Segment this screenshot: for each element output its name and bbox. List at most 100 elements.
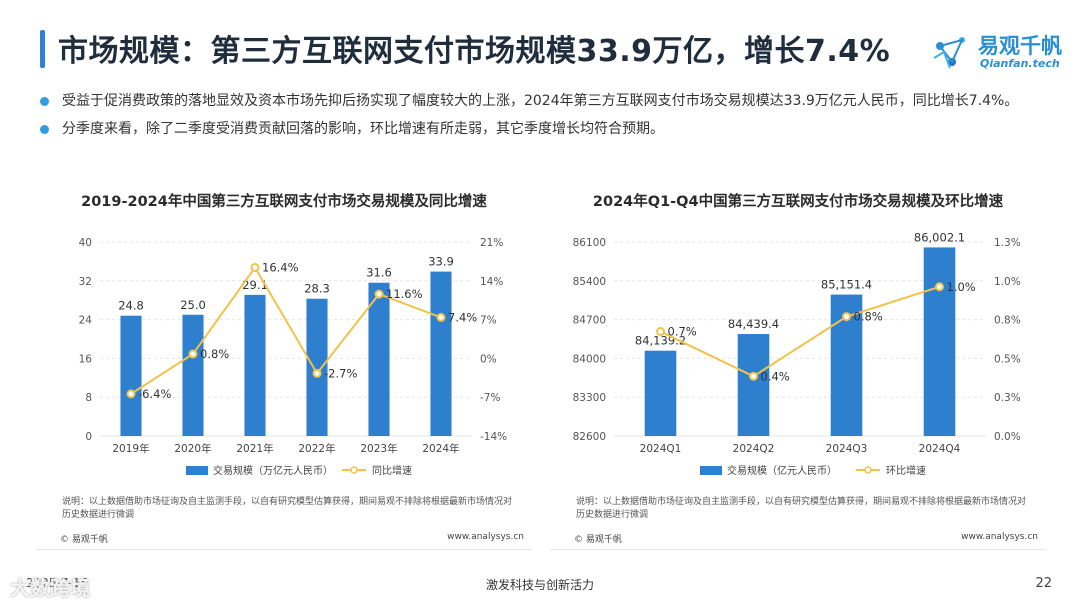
- page-number: 22: [1035, 576, 1052, 591]
- x-tick-label: 2020年: [174, 442, 211, 455]
- bar: [737, 334, 770, 436]
- growth-point: [436, 312, 446, 322]
- bar-value-label: 28.3: [304, 282, 330, 296]
- footer-date: 2025-7-15: [26, 576, 89, 590]
- x-tick-label: 2024Q3: [826, 443, 868, 455]
- logo-subtitle: Qianfan.tech: [980, 57, 1060, 70]
- bullet-text: 受益于促消费政策的落地显效及资本市场先抑后扬实现了幅度较大的上涨，2024年第三…: [62, 93, 1019, 109]
- y-tick-right: 0.0%: [994, 431, 1021, 443]
- bullet-dot-icon: [40, 125, 49, 134]
- legend-line-label: 同比增速: [372, 464, 412, 477]
- data-note: 说明：以上数据借助市场征询及自主监测手段，以自有研究模型估算获得，期间易观不排除…: [576, 497, 1027, 520]
- x-tick-label: 2024Q4: [919, 443, 961, 455]
- growth-point: [656, 327, 665, 337]
- y-tick-left: 85400: [573, 276, 606, 288]
- website-link[interactable]: www.analysys.cn: [961, 532, 1038, 542]
- growth-value-label: 11.6%: [386, 287, 423, 301]
- y-tick-right: 21%: [480, 237, 503, 249]
- y-tick-right: -14%: [480, 431, 507, 443]
- annual-chart: 0 -14% 8 -7% 16 0% 24 7% 32 14% 40 21% 24.8 2019年 25.0…: [79, 237, 508, 477]
- growth-point: [312, 368, 322, 378]
- bar-value-label: 31.6: [366, 266, 392, 280]
- x-tick-label: 2019年: [112, 442, 149, 455]
- bar-value-label: 84,439.4: [728, 317, 779, 331]
- bar-value-label: 86,002.1: [914, 230, 965, 244]
- growth-line: [130, 265, 442, 395]
- growth-point: [935, 282, 944, 292]
- y-tick-left: 83300: [573, 392, 606, 404]
- y-tick-left: 8: [85, 392, 92, 404]
- y-tick-left: 86100: [573, 237, 606, 249]
- summary-bullet: 受益于促消费政策的落地显效及资本市场先抑后扬实现了幅度较大的上涨，2024年第三…: [38, 88, 1048, 114]
- title-accent-bar: [40, 30, 45, 68]
- growth-point: [749, 371, 758, 381]
- bar: [244, 294, 266, 436]
- watermark: 大数跨境: [10, 576, 90, 600]
- growth-value-label: 7.4%: [448, 310, 477, 324]
- bar-value-label: 29.1: [242, 278, 268, 292]
- y-tick-right: 7%: [480, 315, 497, 327]
- growth-value-label: 1.0%: [947, 280, 976, 294]
- growth-point: [126, 389, 136, 399]
- summary-bullets: 受益于促消费政策的落地显效及资本市场先抑后扬实现了幅度较大的上涨，2024年第三…: [38, 88, 1048, 144]
- y-tick-left: 84700: [573, 315, 606, 327]
- brand-logo: 易观千帆 Qianfan.tech: [930, 30, 1075, 74]
- bullet-dot-icon: [40, 97, 49, 106]
- y-tick-right: 1.3%: [994, 237, 1021, 249]
- logo-mark-icon: [933, 37, 965, 69]
- y-tick-right: 14%: [480, 276, 503, 288]
- growth-point: [250, 262, 260, 272]
- y-tick-left: 84000: [573, 353, 606, 365]
- x-tick-label: 2023年: [360, 442, 397, 455]
- page-title: 市场规模：第三方互联网支付市场规模33.9万亿，增长7.4%: [58, 34, 891, 69]
- footer-slogan: 激发科技与创新活力: [485, 578, 594, 592]
- bar: [430, 271, 452, 436]
- x-tick-label: 2024Q1: [640, 443, 682, 455]
- website-link[interactable]: www.analysys.cn: [447, 532, 524, 542]
- legend-bar-swatch: [700, 466, 722, 475]
- chart-title: 2024年Q1-Q4中国第三方互联网支付市场交易规模及环比增速: [592, 194, 1004, 210]
- legend-line-marker: [350, 466, 358, 474]
- bar-value-label: 24.8: [118, 299, 144, 313]
- y-tick-left: 40: [79, 237, 92, 249]
- bar: [644, 350, 677, 436]
- y-tick-left: 16: [79, 353, 93, 365]
- growth-value-label: 0.8%: [200, 347, 229, 361]
- y-tick-left: 82600: [573, 431, 606, 443]
- summary-bullet: 分季度来看，除了二季度受消费贡献回落的影响，环比增速有所走弱，其它季度增长均符合…: [38, 116, 1048, 142]
- y-tick-left: 32: [79, 276, 92, 288]
- bar: [306, 298, 328, 436]
- growth-value-label: -6.4%: [138, 387, 171, 401]
- growth-value-label: 16.4%: [262, 260, 299, 274]
- growth-value-label: 0.4%: [761, 369, 790, 383]
- data-note: 说明：以上数据借助市场征询及自主监测手段，以自有研究模型估算获得，期间易观不排除…: [62, 497, 513, 520]
- growth-point: [188, 349, 198, 359]
- y-tick-right: -7%: [480, 392, 500, 404]
- growth-value-label: -2.7%: [324, 366, 357, 380]
- legend-bar-swatch: [186, 466, 208, 475]
- y-tick-right: 0.8%: [994, 315, 1021, 327]
- annual-chart-panel: 2019-2024年中国第三方互联网支付市场交易规模及同比增速 0 -14% 8 -7…: [36, 180, 532, 550]
- bar: [923, 247, 956, 436]
- y-tick-right: 0.5%: [994, 353, 1021, 365]
- bar: [368, 282, 390, 436]
- growth-point: [842, 312, 851, 322]
- x-tick-label: 2021年: [236, 442, 273, 455]
- growth-line: [660, 285, 940, 378]
- x-tick-label: 2024年: [422, 442, 459, 455]
- bar-value-label: 25.0: [180, 298, 206, 312]
- logo-name: 易观千帆: [978, 34, 1062, 58]
- bar-value-label: 85,151.4: [821, 278, 872, 292]
- growth-point: [374, 289, 384, 299]
- x-tick-label: 2022年: [298, 442, 335, 455]
- legend-bar-label: 交易规模（亿元人民币）: [727, 464, 837, 477]
- y-tick-right: 0.3%: [994, 392, 1021, 404]
- y-tick-right: 0%: [480, 353, 497, 365]
- legend-line-marker: [864, 466, 872, 474]
- copyright: © 易观千帆: [574, 535, 622, 545]
- chart-title: 2019-2024年中国第三方互联网支付市场交易规模及同比增速: [81, 194, 487, 210]
- y-tick-left: 0: [85, 431, 92, 443]
- bar: [120, 315, 142, 436]
- bar: [182, 314, 204, 436]
- growth-value-label: 0.8%: [854, 310, 883, 324]
